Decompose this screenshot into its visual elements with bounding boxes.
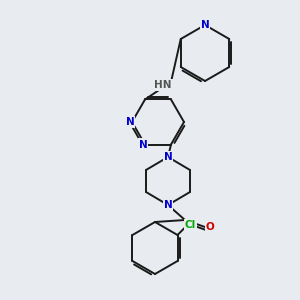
Text: N: N <box>201 20 209 30</box>
Text: O: O <box>206 222 214 232</box>
Text: N: N <box>139 140 147 149</box>
Text: N: N <box>164 200 172 210</box>
Text: N: N <box>126 117 134 127</box>
Text: HN: HN <box>154 80 172 90</box>
Text: N: N <box>164 152 172 162</box>
Text: Cl: Cl <box>185 220 196 230</box>
